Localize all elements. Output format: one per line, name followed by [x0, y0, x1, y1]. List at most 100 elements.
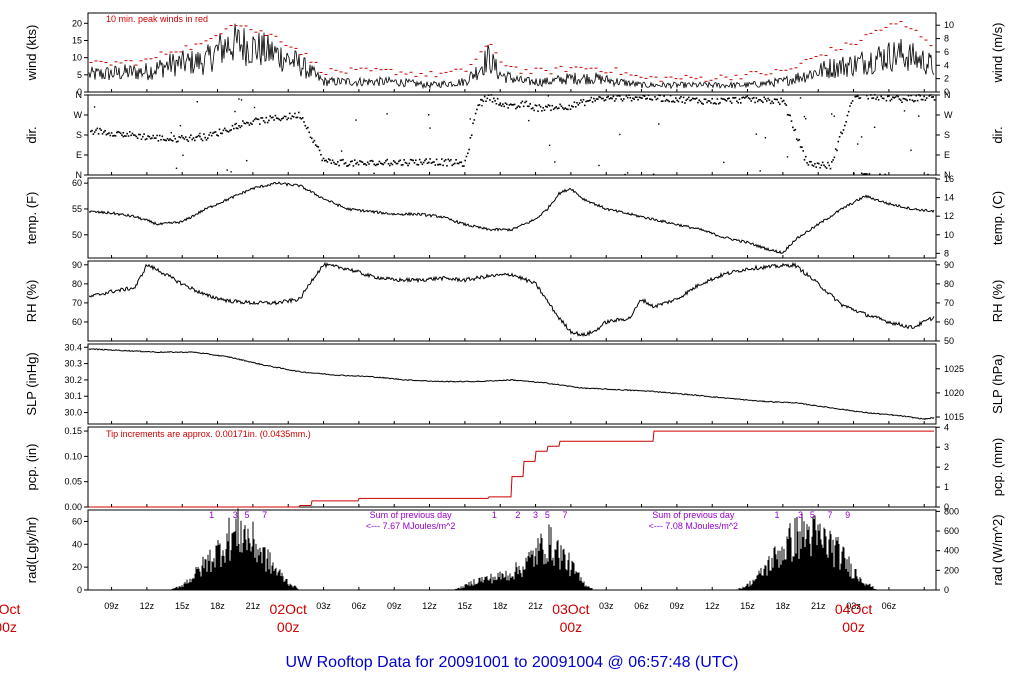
direction-dot	[873, 94, 876, 96]
ylabel-left-temp: temp. (F)	[24, 192, 39, 245]
ytick-label-left-rad: 20	[72, 562, 82, 572]
direction-dot	[230, 129, 232, 131]
direction-dot	[850, 102, 853, 105]
direction-dot	[413, 162, 416, 164]
direction-dot	[433, 161, 435, 163]
direction-dot	[846, 114, 849, 117]
direction-dot	[742, 96, 745, 99]
direction-dot	[863, 173, 866, 175]
direction-dot	[425, 158, 427, 160]
direction-dot	[121, 134, 123, 137]
direction-dot	[639, 96, 642, 99]
direction-dot	[924, 99, 927, 101]
pcp-note: Tip increments are approx. 0.00171in. (0…	[106, 429, 311, 439]
direction-dot	[477, 104, 479, 107]
direction-dot	[665, 98, 668, 101]
direction-dot	[179, 136, 182, 139]
xtick-label: 21z	[811, 601, 826, 611]
direction-dot	[217, 134, 219, 137]
direction-dot	[314, 144, 317, 146]
day-hour-label: 00z	[277, 619, 300, 635]
direction-dot	[847, 110, 850, 113]
direction-dot	[769, 102, 772, 105]
direction-dot	[483, 95, 486, 98]
direction-dot	[238, 124, 240, 127]
direction-dot	[352, 165, 355, 167]
direction-dot	[113, 134, 115, 137]
ytick-label-left-wind: 5	[77, 70, 82, 80]
direction-dot	[216, 134, 218, 136]
direction-dot	[416, 163, 418, 166]
panel-pcp: pcp. (in) pcp. (mm) 0.00 0.05 0.10 0.15 0 1 2 3 4 T…	[24, 422, 1005, 512]
direction-dot	[638, 96, 641, 99]
direction-dot	[613, 100, 616, 102]
direction-dot	[760, 100, 763, 102]
direction-dot	[182, 154, 184, 156]
ytick-label-left-wind: 20	[72, 18, 82, 28]
direction-dot	[655, 98, 658, 101]
direction-dot	[303, 121, 305, 123]
direction-dot	[686, 98, 689, 100]
direction-dot	[96, 127, 99, 130]
direction-dot	[574, 105, 577, 108]
direction-dot	[184, 136, 187, 138]
direction-dot	[755, 97, 758, 99]
direction-dot	[658, 94, 660, 96]
direction-dot	[646, 97, 648, 100]
direction-dot	[721, 98, 724, 100]
direction-dot	[370, 159, 373, 162]
direction-dot	[528, 119, 530, 122]
direction-dot	[784, 102, 786, 105]
xtick-label: 09z	[387, 601, 402, 611]
direction-dot	[772, 102, 775, 104]
direction-dot	[664, 100, 667, 102]
direction-dot	[415, 159, 417, 162]
direction-dot	[876, 96, 879, 99]
direction-dot	[480, 98, 482, 101]
direction-dot	[519, 106, 521, 108]
ytick-label-left-slp: 30.3	[64, 359, 82, 369]
ytick-label-left-wind: 15	[72, 35, 82, 45]
direction-dot	[564, 107, 567, 109]
ytick-label-right-slp: 1025	[944, 364, 964, 374]
direction-dot	[929, 94, 932, 96]
direction-dot	[652, 173, 655, 176]
direction-dot	[428, 114, 430, 116]
direction-dot	[249, 122, 252, 124]
direction-dot	[877, 98, 880, 101]
ylabel-left-slp: SLP (inHg)	[24, 352, 39, 415]
direction-dot	[182, 136, 184, 139]
direction-dot	[933, 99, 936, 101]
direction-dot	[142, 135, 144, 138]
direction-dot	[329, 159, 331, 161]
direction-dot	[600, 97, 603, 100]
direction-dot	[907, 94, 910, 97]
direction-dot	[702, 103, 704, 105]
direction-dot	[825, 167, 828, 169]
direction-dot	[144, 138, 147, 141]
direction-dot	[278, 118, 281, 121]
ytick-label-left-dir: E	[76, 150, 82, 160]
direction-dot	[734, 96, 737, 99]
direction-dot	[554, 161, 556, 163]
direction-dot	[441, 158, 443, 160]
xtick-label: 15z	[175, 601, 190, 611]
ytick-label-left-slp: 30.1	[64, 391, 82, 401]
direction-dot	[641, 97, 643, 99]
day-label: 02Oct	[270, 601, 307, 617]
direction-dot	[901, 101, 903, 104]
direction-dot	[910, 94, 912, 97]
direction-dot	[429, 158, 431, 160]
direction-dot	[766, 100, 768, 102]
direction-dot	[831, 113, 833, 115]
direction-dot	[547, 95, 549, 97]
direction-dot	[824, 165, 827, 168]
direction-dot	[169, 138, 171, 140]
direction-dot	[598, 96, 600, 98]
direction-dot	[109, 134, 112, 137]
direction-dot	[298, 111, 300, 114]
direction-dot	[424, 159, 426, 162]
direction-dot	[351, 160, 353, 162]
direction-dot	[385, 160, 387, 162]
direction-dot	[599, 96, 602, 99]
